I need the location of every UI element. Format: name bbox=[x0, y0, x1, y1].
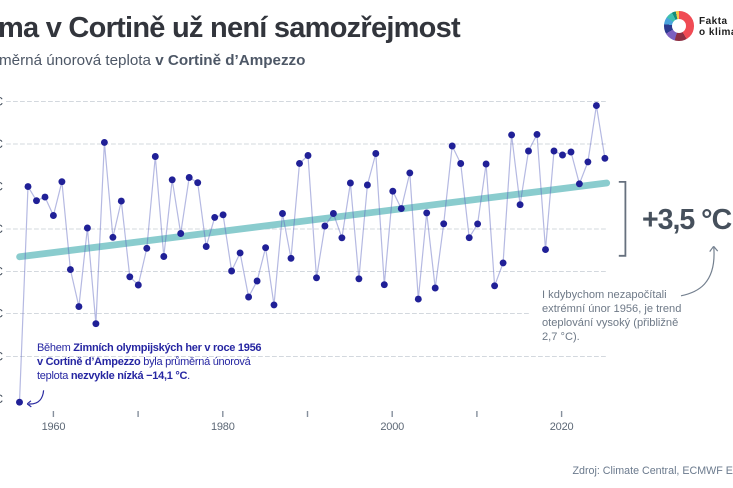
svg-text:−4 °C: −4 °C bbox=[0, 182, 3, 194]
svg-text:2000: 2000 bbox=[380, 421, 404, 433]
svg-text:−10 °C: −10 °C bbox=[0, 309, 3, 321]
svg-text:0 °C: 0 °C bbox=[0, 97, 3, 109]
svg-text:−6 °C: −6 °C bbox=[0, 224, 3, 236]
svg-text:2020: 2020 bbox=[550, 421, 574, 433]
svg-text:−2 °C: −2 °C bbox=[0, 139, 3, 151]
svg-text:1980: 1980 bbox=[211, 421, 235, 433]
svg-text:1960: 1960 bbox=[42, 421, 66, 433]
svg-text:−12 °C: −12 °C bbox=[0, 352, 3, 364]
svg-text:−14 °C: −14 °C bbox=[0, 394, 3, 406]
svg-text:−8 °C: −8 °C bbox=[0, 267, 3, 279]
